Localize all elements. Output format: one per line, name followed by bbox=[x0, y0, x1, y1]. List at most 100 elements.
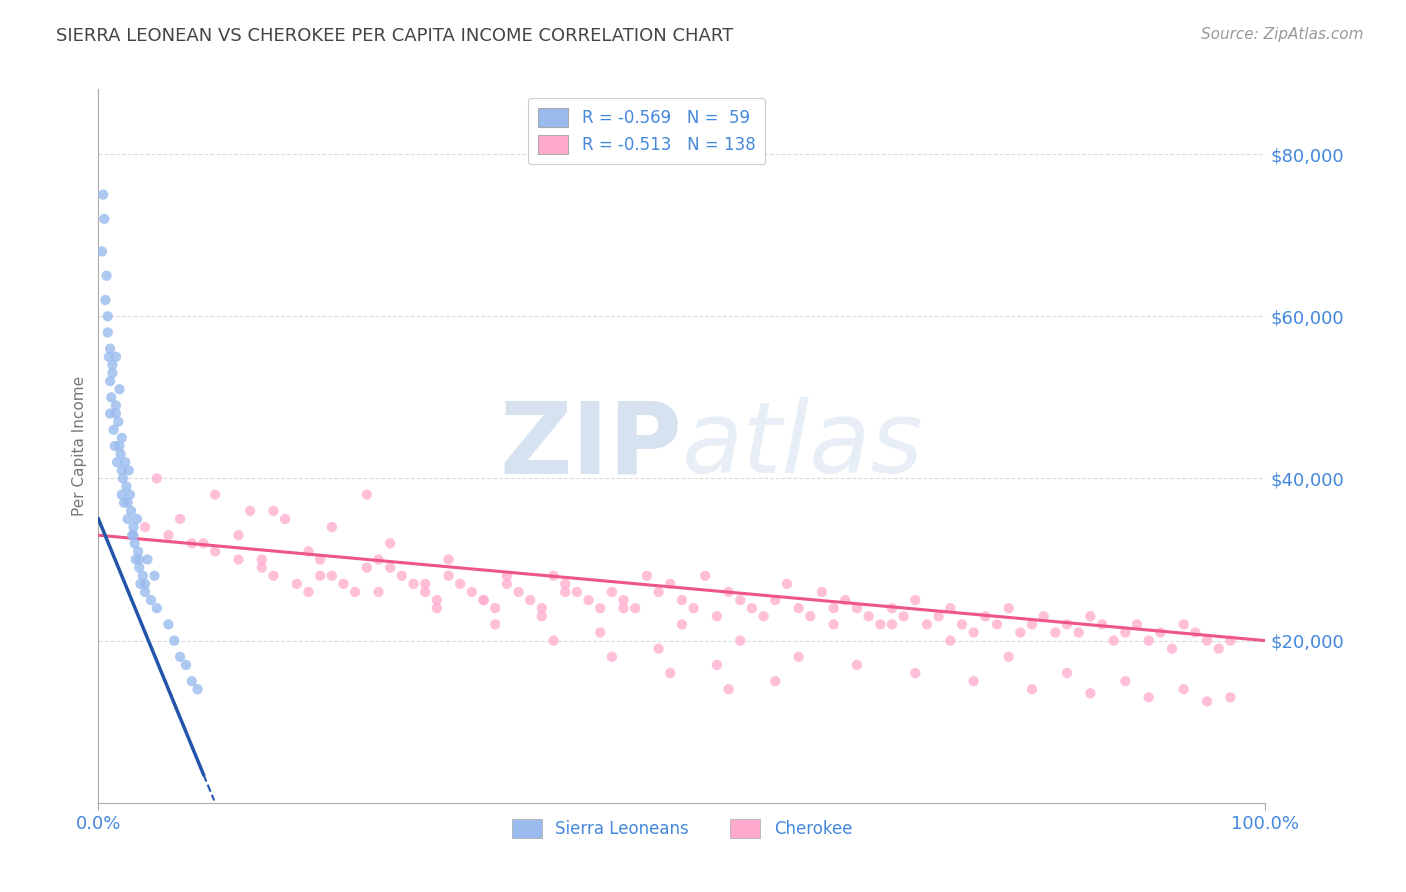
Point bbox=[997, 601, 1019, 615]
Point bbox=[413, 577, 436, 591]
Point bbox=[1195, 694, 1218, 708]
Point bbox=[636, 568, 658, 582]
Point bbox=[228, 528, 250, 542]
Point bbox=[893, 609, 915, 624]
Point bbox=[1080, 609, 1102, 624]
Point bbox=[1137, 690, 1160, 705]
Point bbox=[799, 609, 821, 624]
Point bbox=[125, 552, 148, 566]
Point bbox=[108, 382, 131, 396]
Point bbox=[974, 609, 997, 624]
Point bbox=[101, 358, 124, 372]
Point bbox=[367, 585, 389, 599]
Text: ZIP: ZIP bbox=[499, 398, 682, 494]
Point bbox=[321, 568, 343, 582]
Point bbox=[589, 601, 612, 615]
Point bbox=[1045, 625, 1067, 640]
Point bbox=[962, 674, 984, 689]
Point bbox=[413, 585, 436, 599]
Point bbox=[565, 585, 588, 599]
Point bbox=[1126, 617, 1149, 632]
Point bbox=[426, 593, 449, 607]
Point bbox=[262, 568, 284, 582]
Point bbox=[915, 617, 938, 632]
Point bbox=[356, 488, 378, 502]
Point bbox=[132, 568, 155, 582]
Point bbox=[146, 601, 169, 615]
Point bbox=[1114, 625, 1136, 640]
Point bbox=[124, 536, 146, 550]
Point bbox=[695, 568, 717, 582]
Point bbox=[543, 633, 565, 648]
Point bbox=[763, 674, 786, 689]
Point bbox=[496, 577, 519, 591]
Point bbox=[1219, 690, 1241, 705]
Point bbox=[118, 463, 141, 477]
Point bbox=[143, 568, 166, 582]
Point bbox=[543, 568, 565, 582]
Point bbox=[97, 326, 120, 340]
Point bbox=[101, 366, 124, 380]
Point bbox=[380, 560, 402, 574]
Point bbox=[121, 528, 143, 542]
Point bbox=[530, 609, 553, 624]
Point bbox=[136, 552, 159, 566]
Point bbox=[228, 552, 250, 566]
Point bbox=[239, 504, 262, 518]
Point bbox=[104, 407, 127, 421]
Point bbox=[730, 593, 752, 607]
Point bbox=[530, 601, 553, 615]
Point bbox=[321, 520, 343, 534]
Point bbox=[1184, 625, 1206, 640]
Point bbox=[578, 593, 600, 607]
Point bbox=[682, 601, 704, 615]
Point bbox=[105, 455, 128, 469]
Point bbox=[1056, 617, 1078, 632]
Point bbox=[752, 609, 775, 624]
Point bbox=[823, 601, 845, 615]
Point bbox=[589, 625, 612, 640]
Point bbox=[763, 593, 786, 607]
Point bbox=[134, 585, 156, 599]
Point bbox=[93, 211, 115, 226]
Point bbox=[187, 682, 209, 697]
Point bbox=[391, 568, 413, 582]
Point bbox=[496, 568, 519, 582]
Point bbox=[128, 552, 150, 566]
Point bbox=[484, 601, 506, 615]
Point bbox=[717, 682, 740, 697]
Point bbox=[986, 617, 1008, 632]
Point bbox=[104, 439, 127, 453]
Point bbox=[1219, 633, 1241, 648]
Point bbox=[997, 649, 1019, 664]
Point bbox=[114, 455, 136, 469]
Point bbox=[120, 504, 142, 518]
Point bbox=[1137, 633, 1160, 648]
Point bbox=[94, 293, 117, 307]
Point bbox=[111, 471, 134, 485]
Point bbox=[426, 601, 449, 615]
Text: Source: ZipAtlas.com: Source: ZipAtlas.com bbox=[1201, 27, 1364, 42]
Point bbox=[344, 585, 367, 599]
Point bbox=[1021, 617, 1043, 632]
Point bbox=[1114, 674, 1136, 689]
Point bbox=[671, 617, 693, 632]
Point bbox=[554, 585, 576, 599]
Point bbox=[1010, 625, 1032, 640]
Point bbox=[904, 666, 927, 681]
Point bbox=[169, 649, 191, 664]
Point bbox=[776, 577, 799, 591]
Point bbox=[110, 447, 132, 461]
Point bbox=[1102, 633, 1125, 648]
Point bbox=[91, 187, 114, 202]
Point bbox=[104, 350, 127, 364]
Point bbox=[659, 577, 682, 591]
Point bbox=[519, 593, 541, 607]
Point bbox=[928, 609, 950, 624]
Point bbox=[134, 577, 156, 591]
Point bbox=[706, 657, 728, 672]
Point bbox=[1208, 641, 1230, 656]
Point bbox=[97, 350, 120, 364]
Point bbox=[600, 649, 623, 664]
Point bbox=[437, 568, 460, 582]
